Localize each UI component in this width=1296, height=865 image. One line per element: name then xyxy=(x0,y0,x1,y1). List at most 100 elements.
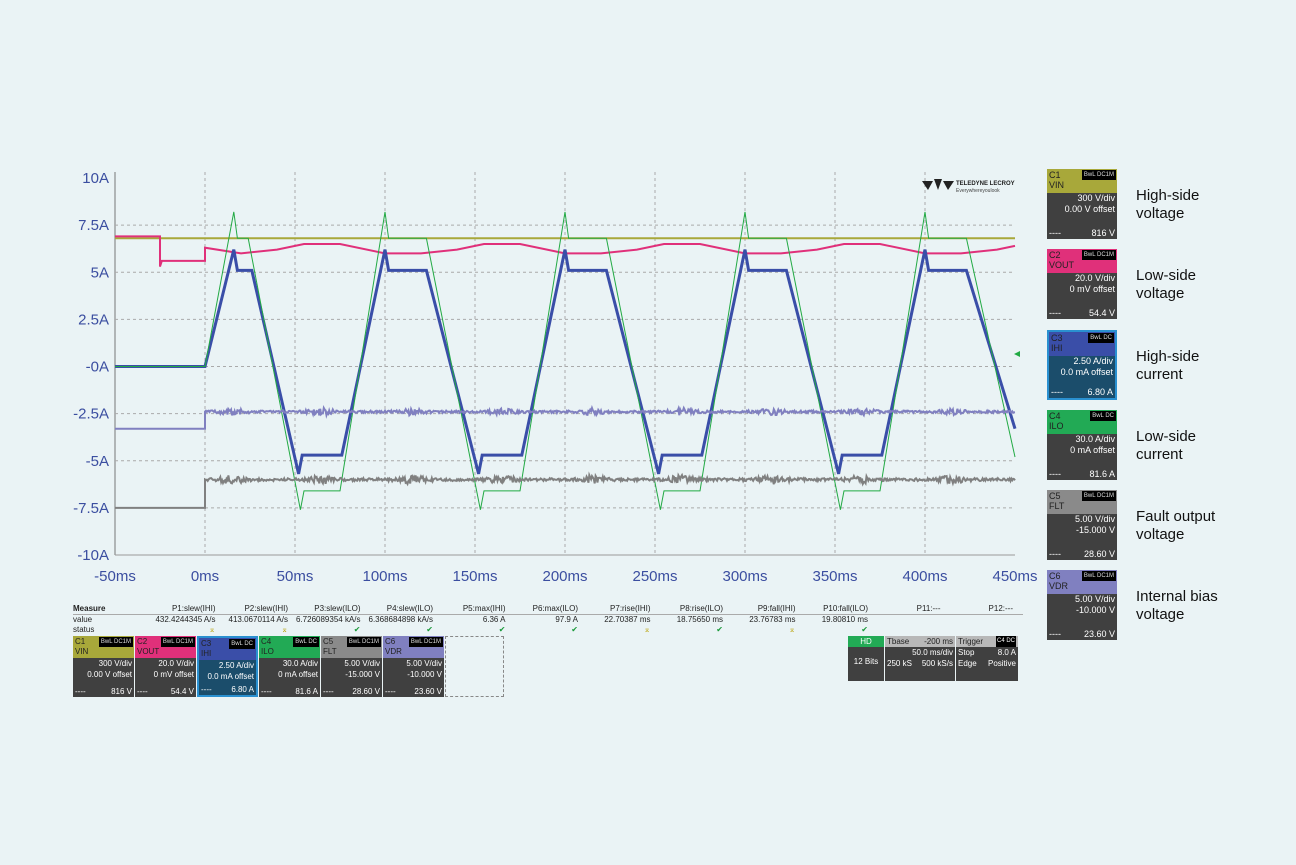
measure-status-cell[interactable]: ⌅ xyxy=(578,625,651,635)
channel-c6-panel[interactable]: C6 VDR BwL DC1M 5.00 V/div -10.000 V ---- 2… xyxy=(1047,570,1117,640)
measure-status-cell[interactable]: ⌅ xyxy=(723,625,796,635)
measure-values-cell[interactable] xyxy=(941,615,1014,625)
measure-values-cell[interactable] xyxy=(868,615,941,625)
empty-channel-slot[interactable] xyxy=(445,636,504,697)
channel-scale: 2.50 A/div xyxy=(199,660,256,671)
measure-status-cell[interactable]: ✔ xyxy=(361,625,434,635)
channel-value: 816 V xyxy=(1091,228,1115,238)
x-tick-label: 450ms xyxy=(992,568,1037,585)
measure-headers-cell[interactable]: P1:slew(IHI) xyxy=(143,604,216,614)
channel-dash: ---- xyxy=(1049,228,1061,238)
channel-dash: ---- xyxy=(261,687,272,696)
measure-headers-cell[interactable]: P9:fall(IHI) xyxy=(723,604,796,614)
timebase-delay: -200 ms xyxy=(924,636,953,647)
channel-dash: ---- xyxy=(323,687,334,696)
channel-offset: 0.0 mA offset xyxy=(199,671,256,682)
y-tick-label: -0A xyxy=(86,359,109,376)
measure-values-cell[interactable]: 18.75650 ms xyxy=(651,615,724,625)
channel-value: 81.6 A xyxy=(295,687,318,696)
measure-table: Measure P1:slew(IHI) P2:slew(IHI) P3:slew(I… xyxy=(73,604,1023,635)
channel-scale: 300 V/div xyxy=(73,658,134,669)
measure-headers-cell[interactable]: P8:rise(ILO) xyxy=(651,604,724,614)
hd-panel[interactable]: HD 12 Bits xyxy=(848,636,884,681)
channel-tags: BwL DC1M xyxy=(1082,170,1116,180)
trigger-level-marker[interactable] xyxy=(1014,351,1020,357)
channel-c3-panel[interactable]: C3 IHI BwL DC 2.50 A/div 0.0 mA offset ---… xyxy=(197,636,258,697)
channel-c1-panel[interactable]: C1 VIN BwL DC1M 300 V/div 0.00 V offset --… xyxy=(73,636,134,697)
measure-values-cell[interactable]: 19.80810 ms xyxy=(796,615,869,625)
measure-status-cell[interactable]: ⌅ xyxy=(143,625,216,635)
channel-dash: ---- xyxy=(385,687,396,696)
measure-values-cell[interactable]: 97.9 A xyxy=(506,615,579,625)
y-tick-label: 7.5A xyxy=(78,217,109,234)
channel-c3-panel[interactable]: C3 IHI BwL DC 2.50 A/div 0.0 mA offset ---… xyxy=(1047,330,1117,400)
channel-tags: BwL DC1M xyxy=(1082,491,1116,501)
measure-headers-cell[interactable]: P10:fall(ILO) xyxy=(796,604,869,614)
channel-tags: BwL DC1M xyxy=(161,637,195,647)
trigger-label: Trigger xyxy=(958,636,983,647)
channel-name: ILO xyxy=(261,647,318,657)
teledyne-lecroy-logo: TELEDYNE LECROY Everywhereyoulook xyxy=(922,179,1015,194)
measure-values-cell[interactable]: 432.4244345 A/s xyxy=(143,615,216,625)
measure-values-cell[interactable]: 6.36 A xyxy=(433,615,506,625)
channel-scale: 5.00 V/div xyxy=(321,658,382,669)
channel-c1-panel[interactable]: C1 VIN BwL DC1M 300 V/div 0.00 V offset --… xyxy=(1047,169,1117,239)
channel-c4-panel[interactable]: C4 ILO BwL DC 30.0 A/div 0 mA offset ---- 8… xyxy=(259,636,320,697)
channel-c4-panel[interactable]: C4 ILO BwL DC 30.0 A/div 0 mA offset ---- 8… xyxy=(1047,410,1117,480)
logo-tagline: Everywhereyoulook xyxy=(956,188,1000,194)
measure-headers-cell[interactable]: P3:slew(ILO) xyxy=(288,604,361,614)
measure-values-cell[interactable]: 23.76783 ms xyxy=(723,615,796,625)
channel-c2-panel[interactable]: C2 VOUT BwL DC1M 20.0 V/div 0 mV offset --… xyxy=(1047,249,1117,319)
channel-c5-panel[interactable]: C5 FLT BwL DC1M 5.00 V/div -15.000 V ---- 2… xyxy=(321,636,382,697)
measure-status-cell[interactable]: ✔ xyxy=(506,625,579,635)
timebase-panel[interactable]: Tbase -200 ms 50.0 ms/div 250 kS 500 kS/s xyxy=(885,636,955,681)
x-tick-label: 350ms xyxy=(812,568,857,585)
measure-status-cell[interactable]: ⌅ xyxy=(216,625,289,635)
measure-values-cell[interactable]: 6.368684898 kA/s xyxy=(361,615,434,625)
channel-description: Internal bias voltage xyxy=(1136,588,1246,624)
timebase-label: Tbase xyxy=(887,636,909,647)
measure-headers-cell[interactable]: P6:max(ILO) xyxy=(506,604,579,614)
channel-name: IHI xyxy=(1051,343,1113,353)
measure-values-cell[interactable]: 6.726089354 kA/s xyxy=(288,615,361,625)
y-tick-label: -2.5A xyxy=(73,406,109,423)
measure-values-cell[interactable]: 22.70387 ms xyxy=(578,615,651,625)
measure-row-label: value xyxy=(73,615,143,625)
channel-value: 23.60 V xyxy=(414,687,442,696)
channel-tags: BwL DC xyxy=(1090,411,1116,421)
channel-offset: 0.00 V offset xyxy=(73,669,134,680)
measure-headers-cell[interactable]: P12:--- xyxy=(941,604,1014,614)
channel-c5-panel[interactable]: C5 FLT BwL DC1M 5.00 V/div -15.000 V ---- 2… xyxy=(1047,490,1117,560)
channel-name: ILO xyxy=(1049,421,1115,431)
measure-status-cell[interactable]: ✔ xyxy=(288,625,361,635)
channel-description: Fault output voltage xyxy=(1136,508,1246,544)
measure-headers-cell[interactable]: P11:--- xyxy=(868,604,941,614)
measure-headers-cell[interactable]: P7:rise(IHI) xyxy=(578,604,651,614)
trigger-panel[interactable]: Trigger C4 DC Stop 8.0 A Edge Positive xyxy=(956,636,1018,681)
channel-offset: 0.0 mA offset xyxy=(1049,367,1115,378)
measure-status-cell[interactable]: ✔ xyxy=(796,625,869,635)
measure-headers-cell[interactable]: P4:slew(ILO) xyxy=(361,604,434,614)
x-tick-label: 400ms xyxy=(902,568,947,585)
measure-headers-cell[interactable]: P2:slew(IHI) xyxy=(216,604,289,614)
channel-c6-panel[interactable]: C6 VDR BwL DC1M 5.00 V/div -10.000 V ---- 2… xyxy=(383,636,444,697)
channel-name: VDR xyxy=(385,647,442,657)
y-tick-label: -5A xyxy=(86,453,109,470)
hd-label: HD xyxy=(848,636,884,647)
measure-status-cell[interactable] xyxy=(941,625,1014,635)
y-tick-label: 10A xyxy=(82,170,109,187)
channel-dash: ---- xyxy=(201,685,212,694)
measure-status-cell[interactable]: ✔ xyxy=(433,625,506,635)
channel-offset: -15.000 V xyxy=(321,669,382,680)
measure-status-cell[interactable]: ✔ xyxy=(651,625,724,635)
channel-dash: ---- xyxy=(1049,308,1061,318)
channel-scale: 20.0 V/div xyxy=(135,658,196,669)
channel-c2-panel[interactable]: C2 VOUT BwL DC1M 20.0 V/div 0 mV offset --… xyxy=(135,636,196,697)
channel-value: 6.80 A xyxy=(231,685,254,694)
measure-status-cell[interactable] xyxy=(868,625,941,635)
measure-headers-cell[interactable]: P5:max(IHI) xyxy=(433,604,506,614)
channel-tags: BwL DC xyxy=(293,637,319,647)
channel-name: VOUT xyxy=(137,647,194,657)
channel-offset: 0.00 V offset xyxy=(1047,204,1117,215)
measure-values-cell[interactable]: 413.0670114 A/s xyxy=(216,615,289,625)
